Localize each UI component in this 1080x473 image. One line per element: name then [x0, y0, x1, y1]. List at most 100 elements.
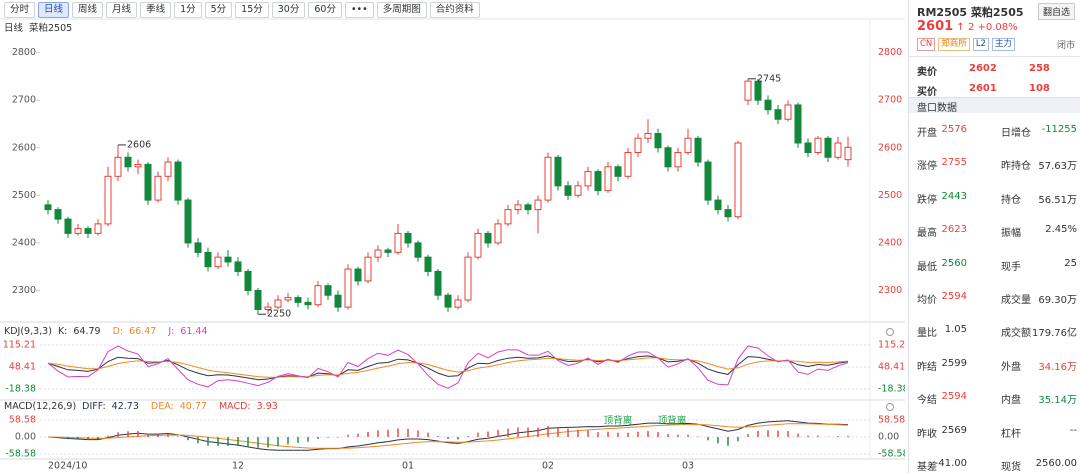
- candle-body: [404, 232, 412, 244]
- price-annotation: 2250: [267, 309, 291, 320]
- toolbar-button[interactable]: 日线: [38, 2, 70, 18]
- candle-body: [824, 137, 832, 158]
- chart-heading: 日线 菜粕2505: [4, 20, 78, 34]
- candle-body: [674, 152, 682, 168]
- candle-body: [474, 232, 482, 258]
- label: 外盘: [1001, 361, 1021, 373]
- toolbar-button[interactable]: 多周期图: [376, 2, 427, 18]
- candle-body: [534, 199, 542, 211]
- candle-body: [134, 163, 142, 168]
- label: 昨收: [917, 428, 937, 440]
- settings-icon[interactable]: [886, 328, 894, 336]
- toolbar: 分时 日线 周线 月线 季线 1分 5分 15分 30分 60分 ••• 多周期图 合约资料: [4, 2, 480, 18]
- legend-name: K: [58, 326, 67, 337]
- value: 2599: [941, 357, 967, 369]
- candle-body: [304, 301, 312, 306]
- value: 56.51万: [1038, 194, 1077, 206]
- toolbar-button[interactable]: 30分: [271, 2, 306, 18]
- legend-name: J: [168, 326, 174, 337]
- label: 成交额: [1001, 328, 1031, 340]
- candle-body: [84, 228, 92, 234]
- legend-item: DEA 40.77: [151, 401, 213, 412]
- candle-body: [274, 299, 282, 308]
- candle-body: [484, 232, 492, 244]
- y-tick-label: -58.58: [5, 449, 36, 460]
- candle-body: [504, 209, 512, 225]
- candle-body: [204, 251, 212, 268]
- legend-value: 61.44: [180, 326, 208, 337]
- chart-title: 日线: [4, 23, 24, 34]
- up-arrow: ↑: [956, 22, 965, 33]
- candle-body: [784, 104, 792, 120]
- candle-body: [834, 142, 842, 158]
- candle-body: [434, 270, 442, 296]
- candle-body: [354, 268, 362, 282]
- candle-body: [724, 209, 732, 218]
- label: 卖价: [917, 67, 937, 78]
- value: -41.00: [934, 458, 967, 469]
- candle-body: [594, 171, 602, 192]
- toolbar-button[interactable]: 月线: [106, 2, 138, 18]
- toolbar-button[interactable]: 分时: [4, 2, 36, 18]
- indicator-line: [47, 423, 849, 449]
- legend-value: 64.79: [73, 326, 101, 337]
- toolbar-button[interactable]: 15分: [235, 2, 269, 18]
- divergence-annotation: 顶背离: [658, 415, 687, 427]
- label: 买价: [917, 87, 937, 98]
- watchlist-button[interactable]: 翻自选: [1037, 3, 1075, 20]
- candle-body: [174, 161, 182, 201]
- indicator-title: MACD(12,26,9): [4, 401, 77, 412]
- candle-body: [154, 175, 162, 201]
- value: 35.14万: [1038, 395, 1077, 407]
- kdj-header: KDJ(9,3,3) K 64.79 D 66.47 J 61.44: [4, 326, 220, 337]
- label: 跌停: [917, 194, 937, 206]
- candle-body: [744, 80, 752, 101]
- toolbar-button[interactable]: 合约资料: [429, 2, 480, 18]
- value: --: [1069, 424, 1077, 436]
- change-pct: +0.08%: [977, 22, 1018, 33]
- settings-icon[interactable]: [886, 403, 894, 411]
- toolbar-button[interactable]: 1分: [174, 2, 202, 18]
- toolbar-button[interactable]: 季线: [140, 2, 172, 18]
- toolbar-button[interactable]: 5分: [204, 2, 233, 18]
- candle-body: [614, 166, 622, 177]
- macd-header: MACD(12,26,9) DIFF 42.73 DEA 40.77 MACD 3.93: [4, 401, 290, 412]
- candle-body: [494, 223, 502, 244]
- legend-value: 40.77: [179, 401, 207, 412]
- candle-body: [684, 137, 692, 154]
- candle-body: [754, 80, 762, 101]
- x-tick-label: 12: [232, 461, 244, 472]
- value: 179.76亿: [1032, 328, 1077, 340]
- candle-body: [144, 163, 152, 201]
- candle-body: [574, 185, 582, 196]
- indicator-line: [47, 345, 849, 389]
- candle-body: [214, 256, 222, 268]
- candle-body: [664, 147, 672, 168]
- label: 涨停: [917, 161, 937, 173]
- y-tick-label: 115.21: [878, 340, 905, 351]
- y-tick-label: 0.00: [878, 432, 899, 443]
- candle-body: [844, 146, 852, 161]
- y-tick-label: -58.58: [878, 449, 905, 460]
- value: -11255: [1041, 124, 1077, 135]
- candle-body: [344, 268, 352, 308]
- candle-body: [124, 156, 132, 168]
- label: 最低: [917, 261, 937, 273]
- candle-body: [64, 218, 72, 234]
- toolbar-button[interactable]: •••: [344, 2, 374, 18]
- candle-body: [394, 232, 402, 253]
- value: 2560: [941, 257, 967, 269]
- tag: 郑商所: [938, 38, 970, 51]
- value: 69.30万: [1038, 295, 1077, 306]
- legend-item: MACD 3.93: [219, 401, 284, 412]
- indicator-line: [47, 355, 849, 381]
- candle-body: [234, 261, 242, 272]
- price-annotation: 2606: [127, 139, 151, 150]
- candle-body: [294, 297, 302, 303]
- candle-body: [324, 285, 332, 296]
- toolbar-button[interactable]: 周线: [72, 2, 104, 18]
- candle-body: [254, 289, 262, 310]
- value: 2569: [941, 424, 967, 436]
- toolbar-button[interactable]: 60分: [308, 2, 342, 18]
- candle-body: [44, 204, 52, 211]
